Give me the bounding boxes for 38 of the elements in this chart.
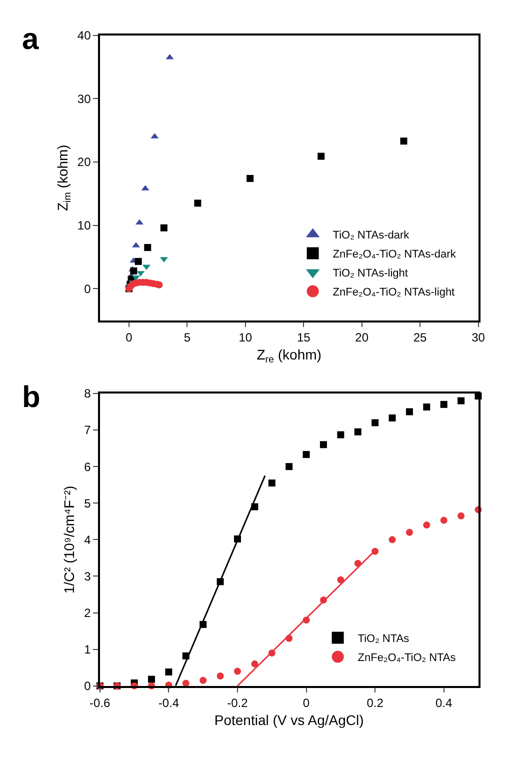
y-tick-label: 4 — [84, 532, 92, 547]
x-tick-label: -0.2 — [227, 696, 248, 710]
y-tick-label: 3 — [84, 569, 92, 584]
y-tick-label: 1 — [84, 642, 92, 657]
y-tick-label: 0 — [84, 282, 92, 296]
legend-label: ZnFe₂O₄-TiO₂ NTAs-light — [332, 286, 455, 299]
y-tick-label: 6 — [84, 460, 92, 474]
chart-title: a — [22, 23, 39, 56]
x-tick-label: -0.6 — [90, 696, 111, 710]
x-tick-label: 30 — [472, 330, 486, 345]
y-tick-label: 7 — [84, 423, 92, 438]
y-tick-label: 8 — [84, 386, 92, 401]
legend-label: TiO₂ NTAs-dark — [332, 230, 410, 242]
legend-label: TiO₂ NTAs — [358, 633, 410, 646]
x-tick-label: 0 — [302, 696, 310, 710]
y-tick-label: 2 — [84, 606, 92, 620]
legend-label: ZnFe₂O₄-TiO₂ NTAs-dark — [332, 248, 456, 261]
legend-label: ZnFe₂O₄-TiO₂ NTAs — [358, 652, 456, 664]
x-axis-title: Z$_{re}$ (kohm) — [256, 346, 322, 366]
y-axis-title: 1/C² (10⁹/cm⁴F⁻²) — [61, 486, 78, 594]
x-tick-label: 5 — [184, 330, 191, 345]
x-tick-label: 0.4 — [436, 696, 453, 710]
y-tick-label: 0 — [84, 679, 92, 694]
chart-title: b — [22, 381, 40, 414]
x-tick-label: -0.4 — [158, 696, 180, 710]
x-tick-label: 0 — [126, 330, 133, 345]
x-tick-label: 20 — [355, 330, 369, 345]
y-tick-label: 30 — [77, 92, 92, 106]
legend-label: TiO₂ NTAs-light — [332, 268, 408, 280]
y-tick-label: 20 — [77, 155, 92, 170]
x-tick-label: 10 — [238, 330, 252, 345]
x-tick-label: 25 — [413, 330, 428, 345]
x-tick-label: 15 — [296, 330, 311, 345]
y-tick-label: 5 — [84, 496, 92, 510]
x-tick-label: 0.2 — [366, 696, 384, 710]
x-axis-title: Potential (V vs Ag/AgCl) — [214, 712, 364, 728]
y-tick-label: 10 — [77, 218, 92, 233]
y-tick-label: 40 — [77, 28, 92, 42]
